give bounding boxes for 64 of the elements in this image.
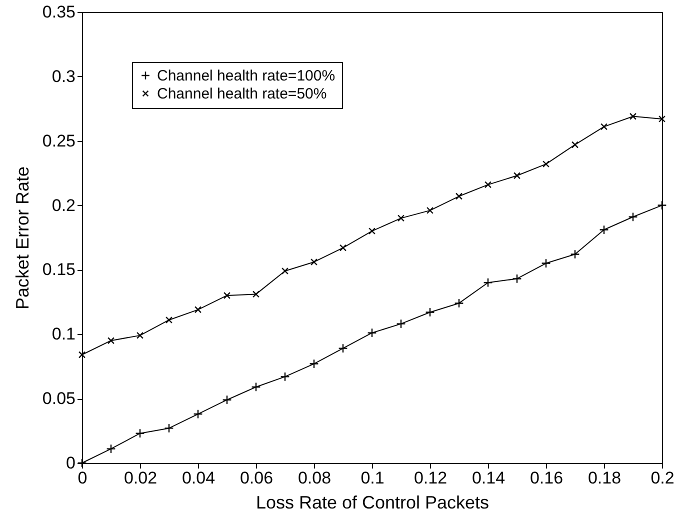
y-tick-label: 0 xyxy=(66,454,76,472)
x-tick-label: 0.04 xyxy=(182,468,216,488)
point xyxy=(135,428,145,438)
y-tick-label: 0.05 xyxy=(42,389,76,408)
point xyxy=(657,200,667,210)
point xyxy=(570,249,580,260)
point xyxy=(194,306,202,314)
x-tick-label: 0.02 xyxy=(124,468,158,488)
point xyxy=(193,409,203,419)
point xyxy=(600,123,608,130)
x-tick-label: 0.12 xyxy=(414,468,448,488)
point xyxy=(223,292,231,300)
point xyxy=(513,172,521,180)
point xyxy=(455,192,463,200)
point xyxy=(310,258,318,266)
y-tick-label: 0.3 xyxy=(52,66,76,86)
x-tick-label: 0.16 xyxy=(530,468,564,488)
point xyxy=(484,181,492,188)
y-tick-label: 0.2 xyxy=(52,196,76,215)
point xyxy=(628,212,638,222)
point xyxy=(367,328,377,338)
legend-label: Channel health rate=100% xyxy=(157,68,336,84)
point xyxy=(368,228,376,235)
y-tick-label: 0.15 xyxy=(42,260,76,280)
point xyxy=(165,316,173,324)
point xyxy=(599,224,609,235)
x-axis-title: Loss Rate of Control Packets xyxy=(256,492,490,512)
point xyxy=(454,298,464,308)
point xyxy=(78,351,86,358)
point xyxy=(338,344,348,354)
x-tick-label: 0.08 xyxy=(298,468,332,488)
point xyxy=(164,423,174,433)
point xyxy=(658,115,666,122)
x-tick-label: 0.18 xyxy=(588,468,622,488)
point xyxy=(281,267,289,275)
point xyxy=(251,382,261,392)
point xyxy=(541,258,551,268)
point xyxy=(252,290,260,298)
y-tick-label: 0.25 xyxy=(42,131,76,150)
y-axis-title: Packet Error Rate xyxy=(12,166,32,310)
point xyxy=(426,206,434,214)
legend-label: Channel health rate=50% xyxy=(157,86,327,102)
point xyxy=(280,372,290,382)
point xyxy=(571,141,579,148)
point xyxy=(107,337,115,344)
point xyxy=(136,332,144,339)
y-tick-label: 0.1 xyxy=(52,324,76,344)
point xyxy=(222,395,232,405)
point xyxy=(483,278,493,288)
point xyxy=(106,444,116,454)
point xyxy=(397,214,405,222)
x-tick-label: 0.14 xyxy=(472,468,506,488)
point xyxy=(309,358,319,369)
x-tick-label: 0 xyxy=(78,468,88,488)
point xyxy=(512,274,522,284)
point xyxy=(425,307,435,318)
point xyxy=(542,160,550,168)
x-tick-label: 0.06 xyxy=(240,468,274,488)
point xyxy=(396,319,406,329)
x-tick-label: 0.1 xyxy=(360,468,384,488)
point xyxy=(339,244,347,252)
point xyxy=(629,112,637,120)
y-tick-label: 0.35 xyxy=(42,2,76,22)
x-tick-label: 0.2 xyxy=(650,468,674,488)
